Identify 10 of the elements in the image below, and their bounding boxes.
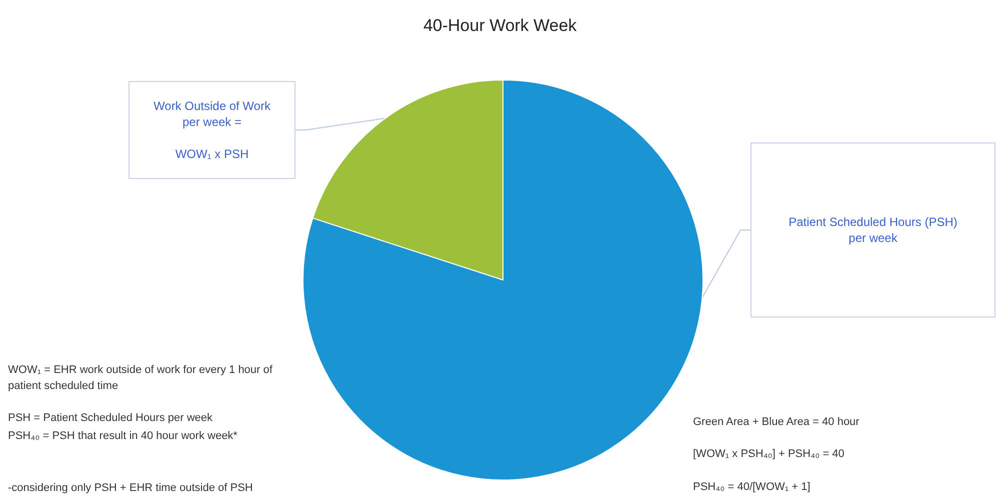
text: PSH = Patient Scheduled Hours per week: [8, 412, 214, 424]
text: WOW₁ = EHR work outside of work for every 1 hour of patient scheduled time: [8, 364, 276, 392]
text: [WOW₁ x PSH₄₀] + PSH₄₀ = 40: [693, 448, 844, 460]
text: -considering only PSH + EHR time outside of PSH: [8, 482, 253, 494]
chart-title: 40-Hour Work Week: [423, 16, 578, 35]
category-label: Work Outside of Work per week = WOW₁ x PSH: [154, 99, 270, 161]
text: PSH₄₀ = 40/[WOW₁ + 1]: [693, 481, 810, 493]
slice-label: Patient Scheduled Hours (PSH) per week: [788, 215, 958, 245]
text: PSH₄₀ = PSH that result in 40 hour work week*: [8, 430, 238, 442]
text: Green Area + Blue Area = 40 hour: [693, 416, 860, 428]
